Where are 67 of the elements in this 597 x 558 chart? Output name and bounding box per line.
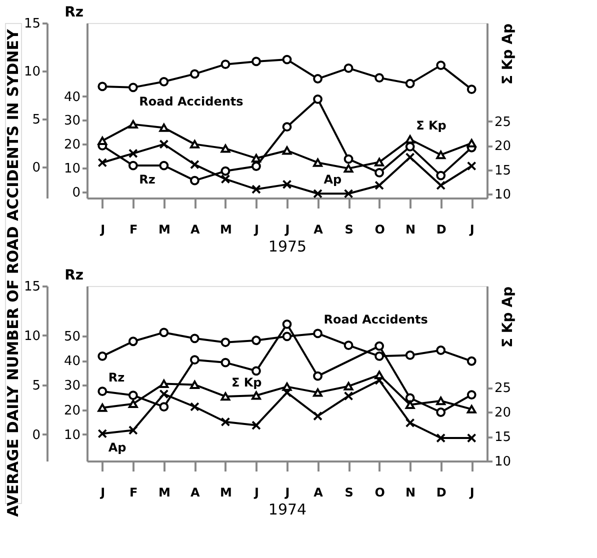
y2-tick-label: 40	[64, 90, 80, 105]
series-label: Σ Kp	[416, 118, 447, 132]
y3-axis-title: Σ Kp Ap	[500, 24, 516, 85]
x-tick-label: D	[436, 486, 446, 500]
y3-tick-label: 25	[494, 381, 512, 396]
y-tick-label: 15	[24, 16, 40, 32]
y2-tick-label: 50	[64, 329, 80, 344]
x-tick-label: J	[100, 222, 106, 236]
y2-tick-label: 40	[64, 354, 80, 370]
x-axis-title: 1974	[268, 500, 307, 518]
y-axis-title: AVERAGE DAILY NUMBER OF ROAD ACCIDENTS IN SYDNEY	[4, 28, 22, 517]
y-tick-label: 5	[32, 112, 40, 128]
series-label: Rz	[139, 172, 156, 187]
x-tick-label: J	[284, 486, 290, 500]
y2-axis-title: Rz	[64, 4, 84, 20]
y-tick-label: 0	[32, 428, 40, 443]
x-tick-label: J	[468, 486, 474, 500]
y3-tick-label: 10	[494, 454, 512, 470]
x-tick-label: F	[130, 222, 138, 236]
series-label: Ap	[324, 172, 342, 187]
x-axis-title: 1975	[268, 238, 307, 256]
x-tick-label: A	[314, 222, 324, 236]
series-label: Ap	[108, 440, 127, 455]
x-tick-label: F	[130, 486, 138, 500]
y3-tick-label: 15	[494, 163, 512, 178]
x-tick-label: O	[374, 222, 385, 236]
y2-tick-label: 10	[64, 161, 80, 176]
y2-tick-label: 20	[64, 403, 80, 418]
x-tick-label: J	[284, 222, 290, 236]
x-tick-label: M	[158, 486, 170, 500]
x-tick-label: S	[344, 222, 354, 236]
series-label: Road Accidents	[139, 94, 244, 108]
x-tick-label: A	[314, 486, 324, 500]
x-tick-label: A	[190, 222, 201, 236]
x-tick-label: D	[436, 222, 446, 236]
x-tick-label: N	[406, 222, 416, 236]
x-tick-label: M	[220, 486, 232, 500]
series-label: Σ Kp	[231, 375, 262, 390]
x-tick-label: N	[406, 486, 416, 500]
y3-tick-label: 25	[494, 114, 512, 130]
y-tick-label: 10	[24, 328, 40, 344]
x-tick-label: J	[253, 222, 259, 236]
x-tick-label: S	[344, 486, 354, 500]
y3-tick-label: 15	[494, 430, 512, 446]
y3-axis-title: Σ Kp Ap	[500, 286, 516, 348]
y3-tick-label: 20	[494, 139, 512, 154]
y2-axis-title: Rz	[64, 268, 84, 284]
x-tick-label: O	[374, 486, 385, 500]
y2-tick-label: 20	[64, 138, 80, 153]
y2-tick-label: 30	[64, 378, 80, 394]
x-tick-label: A	[190, 486, 201, 500]
series-label: Road Accidents	[324, 312, 428, 326]
y2-tick-label: 10	[64, 428, 80, 443]
y-tick-label: 15	[24, 280, 40, 294]
y-tick-label: 5	[32, 378, 40, 394]
x-tick-label: J	[468, 222, 474, 236]
y2-tick-label: 30	[64, 114, 80, 129]
y2-tick-label: 0	[72, 185, 80, 200]
x-tick-label: J	[253, 486, 259, 500]
series-label: Rz	[108, 370, 125, 384]
y-tick-label: 0	[32, 160, 40, 176]
x-tick-label: M	[158, 222, 170, 236]
x-tick-label: J	[100, 486, 106, 500]
x-tick-label: M	[220, 222, 232, 236]
y3-tick-label: 20	[494, 406, 512, 421]
y-tick-label: 10	[24, 64, 40, 80]
y3-tick-label: 10	[494, 188, 512, 203]
